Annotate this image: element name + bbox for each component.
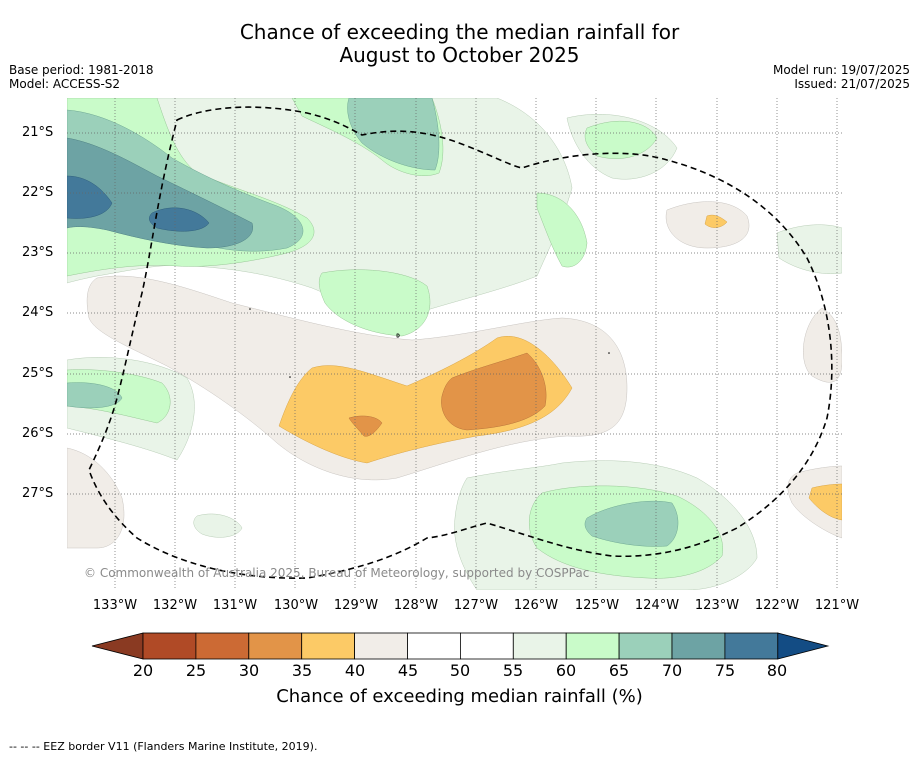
lon-label-127w: 127°W xyxy=(453,598,499,613)
lat-label-27s: 27°S xyxy=(22,486,54,501)
colorbar-tick-35: 35 xyxy=(291,661,313,680)
lon-label-133w: 133°W xyxy=(92,598,138,613)
colorbar-cell-10 xyxy=(671,632,726,660)
lon-label-129w: 129°W xyxy=(333,598,379,613)
colorbar-tick-75: 75 xyxy=(714,661,736,680)
map-title-line1: Chance of exceeding the median rainfall … xyxy=(239,20,680,44)
contour-75-80 xyxy=(67,175,210,232)
issued-date: Issued: 21/07/2025 xyxy=(794,77,910,91)
meta-right: Model run: 19/07/2025 Issued: 21/07/2025 xyxy=(773,63,910,91)
colorbar-tick-30: 30 xyxy=(238,661,260,680)
colorbar-cell-3 xyxy=(301,632,355,660)
colorbar-title: Chance of exceeding median rainfall (%) xyxy=(276,686,643,707)
lat-label-21s: 21°S xyxy=(22,125,54,140)
colorbar-cell-8 xyxy=(565,632,620,660)
lon-label-122w: 122°W xyxy=(754,598,800,613)
lon-label-126w: 126°W xyxy=(513,598,559,613)
meta-left: Base period: 1981-2018 Model: ACCESS-S2 xyxy=(9,63,154,91)
colorbar-tick-40: 40 xyxy=(344,661,366,680)
small-contour-marker xyxy=(396,333,400,338)
colorbar-cell-5 xyxy=(407,632,461,660)
small-dot-marker-2 xyxy=(289,376,291,378)
rainfall-map xyxy=(67,98,842,590)
lat-gridlines xyxy=(67,132,842,495)
colorbar-tick-80: 80 xyxy=(766,661,788,680)
lon-label-125w: 125°W xyxy=(574,598,620,613)
lon-label-132w: 132°W xyxy=(152,598,198,613)
eez-border xyxy=(88,106,833,579)
map-title-line2: August to October 2025 xyxy=(339,43,580,67)
colorbar-cell-7 xyxy=(512,632,567,660)
small-dot-marker-3 xyxy=(608,352,610,354)
base-period: Base period: 1981-2018 xyxy=(9,63,154,77)
lon-label-121w: 121°W xyxy=(814,598,860,613)
eez-footnote: -- -- -- EEZ border V11 (Flanders Marine… xyxy=(9,740,318,753)
colorbar-tick-70: 70 xyxy=(661,661,683,680)
colorbar-tick-45: 45 xyxy=(397,661,419,680)
small-dot-marker xyxy=(249,308,251,310)
lat-label-23s: 23°S xyxy=(22,245,54,260)
model-name: Model: ACCESS-S2 xyxy=(9,77,121,91)
model-run: Model run: 19/07/2025 xyxy=(772,63,910,77)
lon-label-131w: 131°W xyxy=(212,598,258,613)
colorbar-under-arrow xyxy=(91,632,144,660)
lon-label-123w: 123°W xyxy=(694,598,740,613)
colorbar-cell-4 xyxy=(354,632,408,660)
colorbar-cell-11 xyxy=(724,632,779,660)
colorbar-cell-0 xyxy=(142,632,197,660)
copyright-notice: © Commonwealth of Australia 2025, Bureau… xyxy=(84,566,590,580)
colorbar-tick-65: 65 xyxy=(608,661,630,680)
contour-30-35 xyxy=(348,352,547,437)
colorbar-tick-50: 50 xyxy=(449,661,471,680)
lat-label-22s: 22°S xyxy=(22,185,54,200)
lon-label-128w: 128°W xyxy=(393,598,439,613)
colorbar-cell-6 xyxy=(459,632,514,660)
colorbar-over-arrow xyxy=(777,632,830,660)
lon-gridlines xyxy=(114,98,838,590)
lon-label-130w: 130°W xyxy=(273,598,319,613)
lat-label-25s: 25°S xyxy=(22,366,54,381)
colorbar xyxy=(91,632,830,660)
colorbar-tick-25: 25 xyxy=(185,661,207,680)
colorbar-tick-55: 55 xyxy=(502,661,524,680)
colorbar-tick-60: 60 xyxy=(555,661,577,680)
colorbar-cell-9 xyxy=(618,632,673,660)
colorbar-cell-2 xyxy=(248,632,303,660)
colorbar-cells xyxy=(91,632,830,660)
lat-label-26s: 26°S xyxy=(22,426,54,441)
colorbar-tick-20: 20 xyxy=(132,661,154,680)
lat-label-24s: 24°S xyxy=(22,305,54,320)
colorbar-cell-1 xyxy=(195,632,250,660)
lon-label-124w: 124°W xyxy=(634,598,680,613)
